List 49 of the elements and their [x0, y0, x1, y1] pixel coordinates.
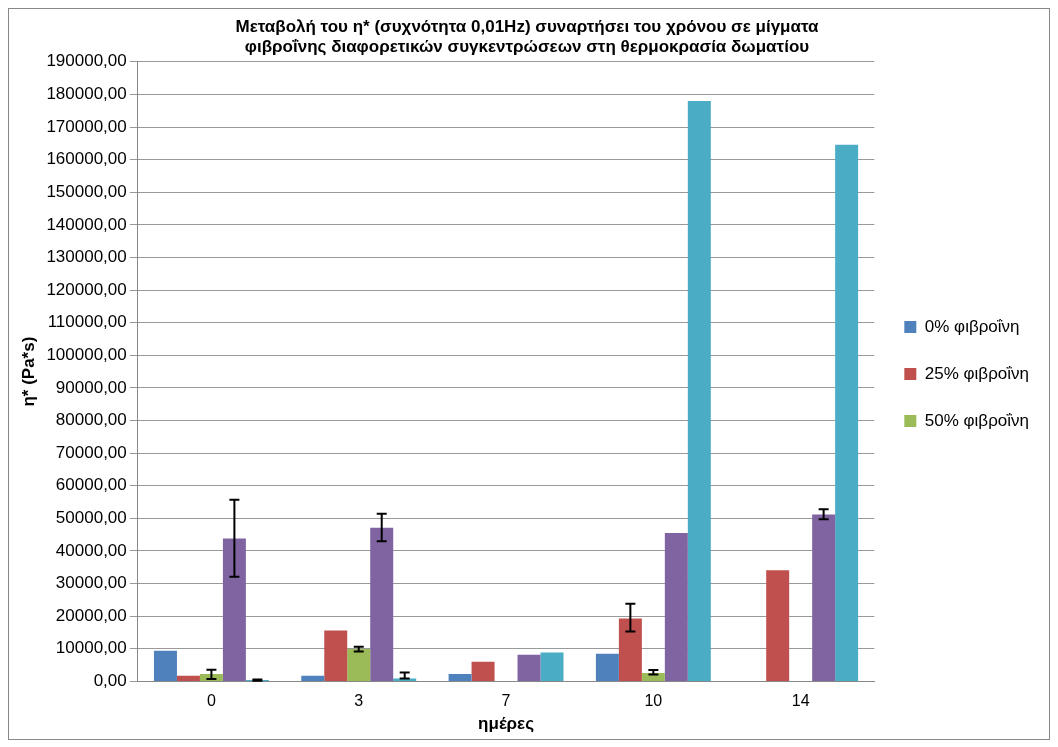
- bar: [766, 570, 790, 681]
- bar: [835, 144, 859, 681]
- y-tick-label: 70000,00: [55, 442, 127, 462]
- bar: [471, 661, 495, 681]
- bar: [301, 675, 325, 681]
- legend-label: 0% φιβροΐνη: [924, 316, 1020, 336]
- y-tick-label: 130000,00: [46, 247, 127, 267]
- y-tick-label: 100000,00: [46, 344, 127, 364]
- y-tick-label: 180000,00: [46, 84, 127, 104]
- y-tick-label: 30000,00: [55, 573, 127, 593]
- chart-title: Μεταβολή του η* (συχνότητα 0,01Hz) συναρτήσει του χρόνου σε μίγματα φιβροΐνης διαφορετικών συγκεντρώσεων στη θερμοκρασία δωματίου: [235, 16, 820, 57]
- legend-label: 25% φιβροΐνη: [924, 363, 1029, 383]
- y-tick-label: 140000,00: [46, 214, 127, 234]
- y-tick-label: 110000,00: [47, 312, 127, 332]
- y-tick-label: 160000,00: [46, 149, 127, 169]
- y-tick-label: 40000,00: [55, 540, 127, 560]
- x-tick-label: 14: [791, 692, 810, 710]
- bar: [540, 652, 564, 681]
- y-tick-label: 80000,00: [55, 410, 127, 430]
- y-tick-label: 170000,00: [46, 116, 127, 136]
- x-tick-label: 3: [354, 692, 364, 710]
- bar: [347, 649, 371, 681]
- y-tick-label: 10000,00: [55, 638, 127, 658]
- y-tick-label: 90000,00: [55, 377, 127, 397]
- bar: [812, 514, 836, 681]
- bar: [324, 630, 348, 681]
- bar: [618, 618, 642, 681]
- y-tick-label: 60000,00: [55, 475, 127, 495]
- legend-label: 50% φιβροΐνη: [924, 410, 1029, 430]
- bar: [176, 675, 200, 681]
- x-tick-label: 0: [206, 692, 216, 710]
- bar: [222, 538, 246, 681]
- x-tick-label: 7: [501, 692, 511, 710]
- bar: [448, 673, 472, 681]
- bar: [517, 654, 541, 681]
- y-tick-label: 0,00: [93, 671, 127, 691]
- bar: [153, 650, 177, 681]
- x-axis-title: ημέρες: [478, 714, 535, 734]
- y-tick-label: 150000,00: [46, 181, 127, 201]
- y-tick-label: 20000,00: [55, 605, 127, 625]
- x-tick-label: 10: [644, 692, 663, 710]
- bar: [370, 527, 394, 681]
- bar: [687, 100, 711, 681]
- y-tick-label: 190000,00: [46, 51, 127, 71]
- bar: [595, 653, 619, 681]
- y-tick-label: 50000,00: [55, 508, 127, 528]
- bar: [664, 533, 688, 681]
- y-axis-title: η* (Pa*s): [18, 336, 38, 407]
- y-tick-label: 120000,00: [46, 279, 127, 299]
